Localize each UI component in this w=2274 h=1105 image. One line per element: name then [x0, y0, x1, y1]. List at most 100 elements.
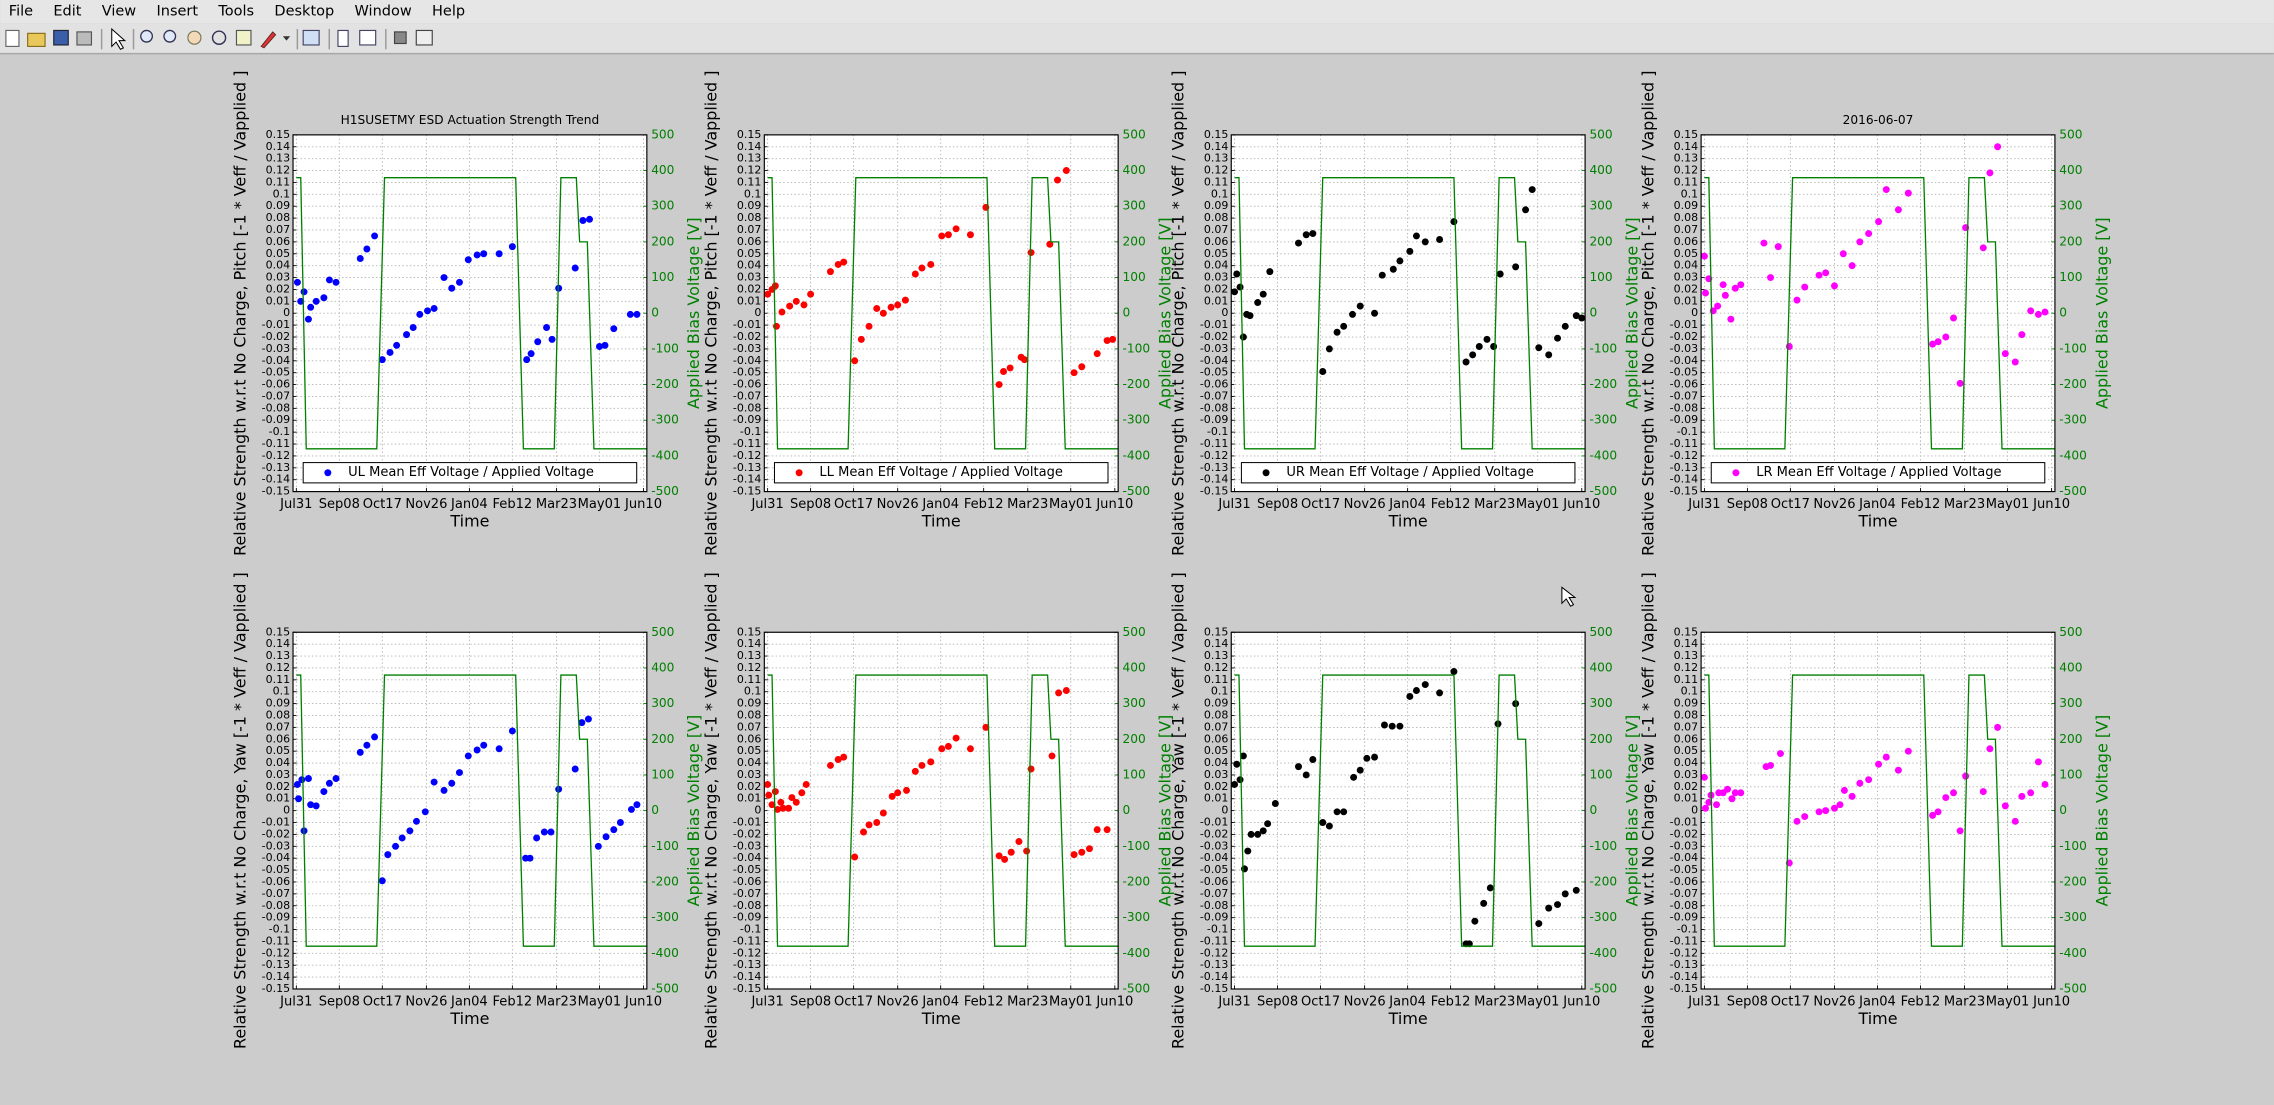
- data-point: [392, 842, 400, 850]
- y-tick-label: -0.03: [1200, 342, 1229, 355]
- data-point: [764, 780, 772, 788]
- data-point: [1836, 801, 1844, 809]
- bias-voltage-line: [767, 177, 1119, 450]
- y2-tick-label: -400: [651, 946, 679, 960]
- hide-tools-icon[interactable]: [393, 31, 407, 45]
- brush-menu-icon[interactable]: [282, 36, 291, 41]
- y2-tick-label: 500: [1589, 127, 1612, 141]
- y-tick-label: 0.04: [266, 756, 291, 769]
- y-tick-label: -0.12: [733, 449, 762, 462]
- pointer-icon[interactable]: [111, 27, 127, 50]
- menu-item[interactable]: Desktop: [274, 4, 334, 20]
- y2-tick-label: -300: [2059, 910, 2087, 924]
- data-point: [1388, 722, 1396, 730]
- chart-title: 2016-06-07: [1843, 113, 1914, 127]
- data-point: [1979, 244, 1987, 252]
- data-point: [1319, 368, 1327, 375]
- y-tick-label: 0.14: [266, 637, 291, 650]
- data-point: [1371, 309, 1379, 317]
- save-icon[interactable]: [53, 29, 69, 46]
- data-point: [523, 356, 531, 364]
- y-tick-label: 0.1: [744, 187, 762, 200]
- colorbar-icon[interactable]: [337, 29, 349, 47]
- zoom-in-icon[interactable]: [140, 29, 154, 43]
- data-point: [1904, 189, 1912, 197]
- data-point: [1822, 807, 1830, 815]
- data-point: [455, 769, 463, 777]
- x-tick-label: Oct17: [1771, 497, 1810, 512]
- y-tick-label: -0.01: [1200, 816, 1229, 829]
- data-point: [1462, 358, 1470, 366]
- menu-item[interactable]: Edit: [53, 4, 81, 20]
- menu-item[interactable]: Help: [432, 4, 465, 20]
- data-point: [424, 307, 431, 315]
- open-icon[interactable]: [27, 32, 46, 47]
- y-tick-label: -0.15: [1200, 982, 1229, 995]
- y2-tick-label: 0: [1589, 306, 1597, 320]
- menu-item[interactable]: View: [102, 4, 137, 20]
- data-point: [1109, 335, 1117, 343]
- x-tick-label: Jul31: [279, 995, 312, 1010]
- data-point: [1006, 364, 1014, 372]
- y-tick-label: 0.06: [737, 732, 762, 745]
- rotate-icon[interactable]: [211, 30, 227, 45]
- y2-tick-label: 200: [2059, 234, 2082, 248]
- y-tick-label: -0.15: [262, 485, 291, 498]
- menu-item[interactable]: Insert: [156, 4, 198, 20]
- data-point: [1421, 238, 1429, 246]
- data-point: [1934, 338, 1942, 346]
- y2-tick-label: -100: [651, 341, 679, 355]
- new-icon[interactable]: [5, 29, 20, 47]
- y-tick-label: 0.15: [266, 128, 291, 141]
- data-point: [1239, 333, 1247, 341]
- y-tick-label: 0.02: [737, 282, 762, 295]
- data-point: [1254, 830, 1262, 838]
- y-tick-label: -0.11: [262, 934, 291, 947]
- data-point: [765, 791, 773, 799]
- x-axis-label: Time: [1858, 1009, 1898, 1028]
- datacursor-icon[interactable]: [235, 29, 252, 46]
- data-point: [1801, 283, 1809, 291]
- y-tick-label: -0.05: [733, 366, 762, 379]
- x-tick-label: Jun10: [624, 497, 662, 512]
- x-tick-label: Mar23: [1474, 497, 1515, 512]
- show-tools-icon[interactable]: [415, 29, 433, 46]
- y-tick-label: 0.1: [273, 187, 291, 200]
- y-tick-label: -0.14: [262, 473, 291, 486]
- y-axis-label: Relative Strength w.r.t No Charge, Pitch…: [702, 71, 721, 556]
- menu-item[interactable]: Window: [355, 4, 412, 20]
- axes: -0.15-0.14-0.13-0.12-0.11-0.1-0.09-0.08-…: [702, 572, 1175, 1049]
- y-tick-label: 0.12: [1204, 164, 1229, 177]
- print-icon[interactable]: [76, 31, 93, 46]
- x-tick-label: Jun10: [624, 995, 662, 1010]
- data-point: [901, 296, 909, 304]
- brush-icon[interactable]: [260, 31, 277, 49]
- data-point: [297, 297, 305, 305]
- y-tick-label: -0.09: [733, 413, 762, 426]
- pan-icon[interactable]: [187, 30, 202, 45]
- data-point: [594, 842, 602, 850]
- x-tick-label: Jan04: [921, 497, 959, 512]
- data-point: [1244, 847, 1252, 855]
- y2-tick-label: 300: [1589, 696, 1612, 710]
- zoom-out-icon[interactable]: [163, 29, 177, 43]
- legend-icon[interactable]: [359, 29, 377, 46]
- axes: -0.15-0.14-0.13-0.12-0.11-0.1-0.09-0.08-…: [230, 572, 703, 1049]
- y-tick-label: -0.09: [262, 911, 291, 924]
- data-point: [1875, 218, 1883, 226]
- data-point: [851, 853, 859, 861]
- data-point: [1875, 760, 1883, 768]
- menu-item[interactable]: Tools: [217, 4, 254, 20]
- axes-box: [763, 631, 1119, 990]
- y-tick-label: 0.12: [1674, 661, 1699, 674]
- y2-axis-label: Applied Bias Voltage [V]: [1156, 715, 1175, 907]
- y2-tick-label: 300: [651, 199, 674, 213]
- link-icon[interactable]: [302, 29, 320, 46]
- data-point: [894, 789, 902, 797]
- data-point: [1486, 884, 1494, 892]
- x-axis-label: Time: [1858, 512, 1898, 531]
- y-tick-label: -0.05: [1200, 863, 1229, 876]
- menu-item[interactable]: File: [9, 4, 33, 20]
- x-tick-label: Mar23: [536, 497, 577, 512]
